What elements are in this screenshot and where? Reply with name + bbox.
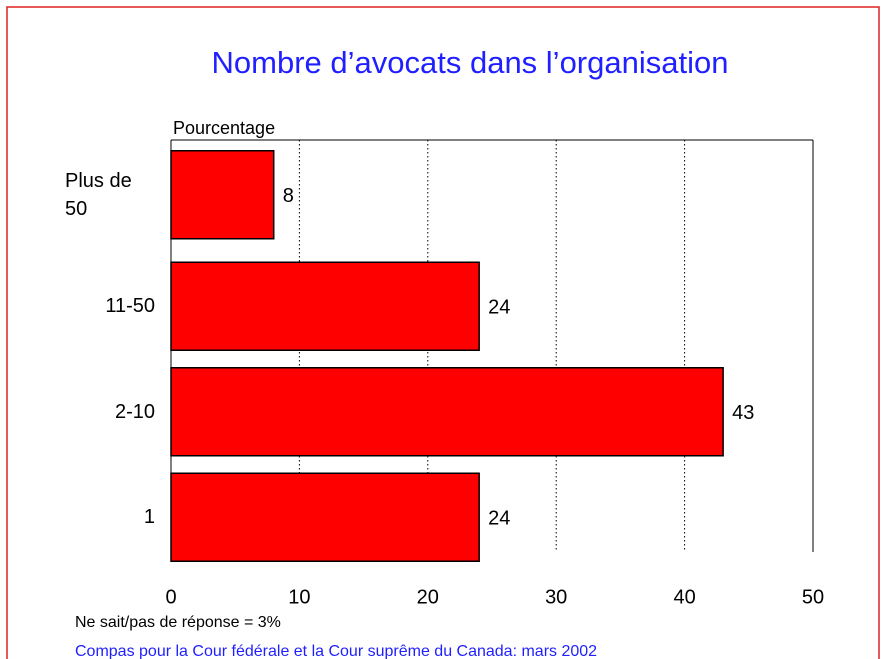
category-text: 11-50 xyxy=(105,295,155,318)
value-label: 24 xyxy=(488,508,510,530)
bar xyxy=(170,472,480,562)
y-tick-label: 2-10 xyxy=(55,398,155,426)
value-label: 24 xyxy=(488,297,510,319)
bar xyxy=(170,367,724,457)
category-text: Plus de 50 xyxy=(65,169,132,220)
category-text: 2-10 xyxy=(114,400,155,423)
x-tick-label: 20 xyxy=(417,586,439,608)
chart-title: Nombre d’avocats dans l’organisation xyxy=(212,45,729,80)
value-label: 8 xyxy=(283,185,294,207)
y-tick-label: 11-50 xyxy=(55,292,155,320)
category-text: 1 xyxy=(143,506,155,529)
y-tick-label: Plus de 50 xyxy=(55,167,155,223)
note: Ne sait/pas de réponse = 3% xyxy=(75,614,281,631)
source: Compas pour la Cour fédérale et la Cour … xyxy=(75,643,597,659)
slide-frame xyxy=(6,6,880,659)
x-tick-label: 50 xyxy=(802,586,824,608)
bar xyxy=(170,261,480,351)
x-tick-label: 30 xyxy=(545,586,567,608)
x-tick-label: 40 xyxy=(673,586,695,608)
x-tick-label: 10 xyxy=(288,586,310,608)
axis-label: Pourcentage xyxy=(173,118,275,138)
y-tick-label: 1 xyxy=(55,503,155,531)
x-tick-label: 0 xyxy=(165,586,176,608)
value-label: 43 xyxy=(732,402,754,424)
bar xyxy=(170,150,275,240)
